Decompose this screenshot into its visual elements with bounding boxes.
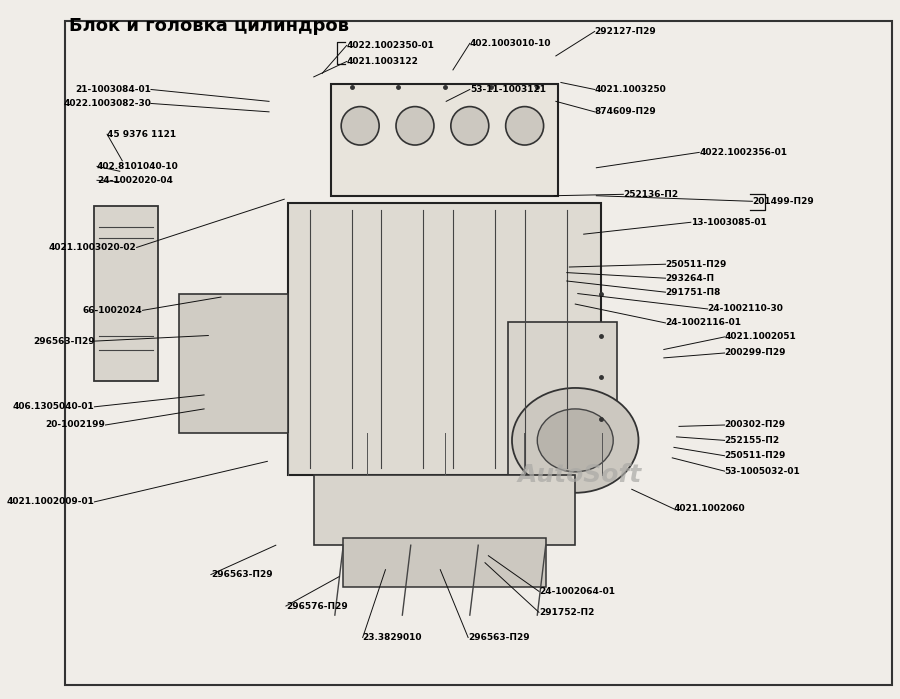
Text: 24-1002020-04: 24-1002020-04 xyxy=(97,176,173,185)
Text: 874609-П29: 874609-П29 xyxy=(595,108,656,116)
Text: 291752-П2: 291752-П2 xyxy=(539,608,594,617)
Text: 4021.1002009-01: 4021.1002009-01 xyxy=(6,498,94,506)
FancyBboxPatch shape xyxy=(94,206,158,381)
Text: 4021.1002051: 4021.1002051 xyxy=(724,333,796,341)
Text: 4021.1003122: 4021.1003122 xyxy=(346,57,418,66)
Ellipse shape xyxy=(451,107,489,145)
Circle shape xyxy=(512,388,638,493)
Text: 296563-П29: 296563-П29 xyxy=(32,337,94,345)
FancyBboxPatch shape xyxy=(343,538,545,587)
Text: AutoSoft: AutoSoft xyxy=(518,463,642,487)
Text: 24-1002116-01: 24-1002116-01 xyxy=(665,319,742,327)
Text: 4021.1002060: 4021.1002060 xyxy=(674,505,745,513)
Text: 293264-П: 293264-П xyxy=(665,274,715,282)
Text: Блок и головка цилиндров: Блок и головка цилиндров xyxy=(69,17,349,36)
Text: 200299-П29: 200299-П29 xyxy=(724,349,786,357)
Text: 250511-П29: 250511-П29 xyxy=(724,452,786,460)
Text: 200302-П29: 200302-П29 xyxy=(724,421,786,429)
Text: 66-1002024: 66-1002024 xyxy=(83,306,142,315)
FancyBboxPatch shape xyxy=(314,475,575,545)
Ellipse shape xyxy=(396,107,434,145)
Text: 296563-П29: 296563-П29 xyxy=(211,570,273,579)
FancyBboxPatch shape xyxy=(330,84,558,196)
Text: 250511-П29: 250511-П29 xyxy=(665,260,727,268)
Text: 296563-П29: 296563-П29 xyxy=(468,633,530,642)
Text: 402.1003010-10: 402.1003010-10 xyxy=(470,39,552,48)
FancyBboxPatch shape xyxy=(289,203,600,475)
Text: 4022.1003082-30: 4022.1003082-30 xyxy=(63,99,151,108)
FancyBboxPatch shape xyxy=(65,21,892,685)
Text: 4022.1002356-01: 4022.1002356-01 xyxy=(699,148,788,157)
Text: 252155-П2: 252155-П2 xyxy=(724,436,779,445)
Text: 296576-П29: 296576-П29 xyxy=(286,602,347,610)
Ellipse shape xyxy=(506,107,544,145)
Text: 20-1002199: 20-1002199 xyxy=(46,421,105,429)
Text: 13-1003085-01: 13-1003085-01 xyxy=(691,218,767,226)
Text: 4022.1002350-01: 4022.1002350-01 xyxy=(346,41,435,50)
Text: 24-1002110-30: 24-1002110-30 xyxy=(707,305,784,313)
Text: 402.8101040-10: 402.8101040-10 xyxy=(97,162,179,171)
Circle shape xyxy=(537,409,613,472)
Text: 45 9376 1121: 45 9376 1121 xyxy=(107,130,176,138)
Text: 4021.1003250: 4021.1003250 xyxy=(595,85,666,94)
Text: 252136-П2: 252136-П2 xyxy=(624,190,679,199)
Ellipse shape xyxy=(341,107,379,145)
Text: 23.3829010: 23.3829010 xyxy=(363,633,422,642)
Text: 406.1305040-01: 406.1305040-01 xyxy=(13,403,94,411)
Text: 292127-П29: 292127-П29 xyxy=(595,27,656,36)
Text: 21-1003084-01: 21-1003084-01 xyxy=(75,85,151,94)
Text: 53-11-1003121: 53-11-1003121 xyxy=(470,85,545,94)
Text: 24-1002064-01: 24-1002064-01 xyxy=(539,587,615,596)
FancyBboxPatch shape xyxy=(179,294,289,433)
Text: 201499-П29: 201499-П29 xyxy=(752,197,814,206)
Text: 4021.1003020-02: 4021.1003020-02 xyxy=(49,243,137,252)
FancyBboxPatch shape xyxy=(508,322,617,475)
Text: 53-1005032-01: 53-1005032-01 xyxy=(724,467,800,475)
Text: 291751-П8: 291751-П8 xyxy=(665,288,721,296)
